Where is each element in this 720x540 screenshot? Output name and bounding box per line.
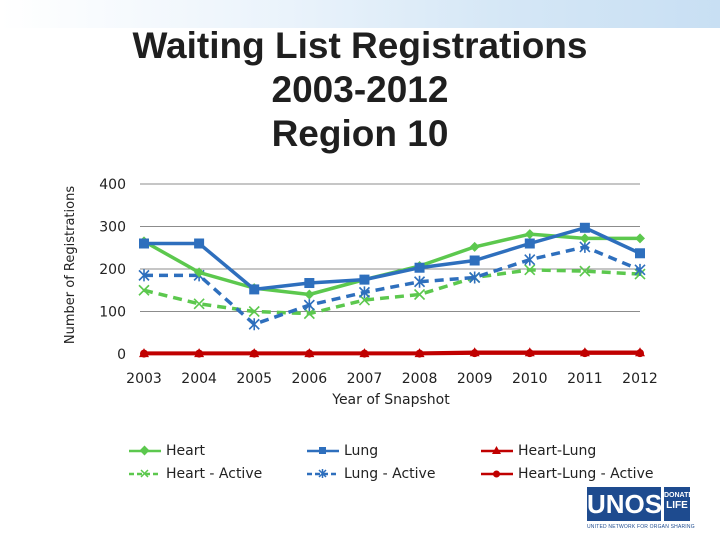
point-heart-2006 [304, 289, 315, 300]
point-heart-lung-active-2003 [140, 349, 148, 358]
point-lung-active-2012 [634, 263, 646, 276]
x-tick-2009: 2009 [457, 371, 493, 387]
point-lung-2007 [359, 274, 370, 285]
series-lines [138, 222, 646, 358]
series-line-lung [144, 226, 641, 292]
point-heart-2011 [579, 233, 590, 244]
point-heart-2010 [524, 229, 535, 240]
logo-tagline: UNITED NETWORK FOR ORGAN SHARING [587, 524, 695, 530]
y-tick-200: 200 [99, 262, 126, 278]
legend-swatch-heart-active [129, 469, 161, 478]
series-heart-lung-active [140, 349, 644, 358]
x-tick-2008: 2008 [402, 371, 438, 387]
point-heart-lung-active-2005 [250, 349, 259, 358]
point-lung-2008 [414, 262, 425, 273]
legend-item-heart-lung: Heart-Lung [480, 440, 596, 462]
point-heart-lung-active-2006 [305, 349, 314, 358]
legend-item-heart-active: Heart - Active [128, 463, 262, 485]
point-lung-2012 [635, 248, 645, 259]
header-gradient-band [0, 0, 720, 28]
point-lung-2004 [194, 238, 205, 249]
x-tick-labels: 2003 2004 2005 2006 2007 2008 2009 2010 2011 2012 [126, 371, 658, 387]
legend-item-heart-lung-active: Heart-Lung - Active [480, 463, 653, 485]
legend-label-lung-active: Lung - Active [344, 466, 436, 482]
point-lung-active-2008 [413, 275, 426, 288]
legend-swatch-heart [129, 445, 161, 456]
legend-label-heart-lung-active: Heart-Lung - Active [518, 466, 654, 482]
point-heart-lung-active-2009 [470, 349, 479, 358]
legend-item-heart: Heart [128, 440, 205, 462]
point-heart-2004 [194, 267, 205, 278]
legend-label-heart-active: Heart - Active [166, 466, 263, 482]
x-tick-2005: 2005 [236, 371, 272, 387]
point-heart-lung-active-2011 [580, 349, 589, 358]
point-lung-active-2009 [469, 271, 481, 284]
x-axis-label: Year of Snapshot [331, 392, 450, 408]
point-lung-active-2007 [358, 286, 371, 299]
point-heart-lung-active-2008 [415, 349, 424, 358]
title-line-1: Waiting List Registrations [132, 25, 588, 66]
series-lung-active [138, 240, 646, 331]
legend-swatch-lung-active [307, 469, 339, 478]
point-heart-active-2011 [579, 265, 591, 277]
legend-label-lung: Lung [344, 443, 379, 459]
point-heart-active-2008 [413, 288, 426, 301]
point-heart-active-2010 [524, 264, 536, 276]
point-heart-active-2006 [303, 308, 315, 320]
x-tick-2006: 2006 [292, 371, 328, 387]
chart-title: Waiting List Registrations 2003-2012 Reg… [60, 24, 660, 156]
point-heart-lung-active-2007 [360, 349, 369, 358]
point-lung-active-2006 [303, 299, 315, 312]
series-lung [139, 222, 645, 295]
y-tick-0: 0 [117, 347, 126, 363]
y-tick-100: 100 [99, 305, 126, 321]
series-heart-active [138, 264, 646, 320]
point-heart-2012 [635, 233, 645, 244]
point-heart-active-2003 [138, 284, 150, 296]
legend-swatch-lung [307, 447, 339, 454]
title-line-3: Region 10 [271, 113, 449, 154]
point-heart-lung-active-2004 [195, 349, 204, 358]
point-lung-2009 [469, 255, 480, 266]
x-tick-2010: 2010 [512, 371, 548, 387]
point-lung-active-2005 [248, 318, 260, 331]
x-tick-2011: 2011 [567, 371, 603, 387]
legend-label-heart: Heart [166, 443, 205, 459]
y-tick-300: 300 [99, 220, 126, 236]
point-lung-2010 [524, 238, 535, 249]
point-heart-lung-active-2012 [636, 349, 644, 358]
y-tick-400: 400 [99, 177, 126, 193]
legend-item-lung-active: Lung - Active [306, 463, 435, 485]
legend-label-heart-lung: Heart-Lung [518, 443, 597, 459]
point-lung-active-2010 [524, 253, 536, 266]
legend-item-lung: Lung [306, 440, 378, 462]
y-axis-label: Number of Registrations [63, 186, 78, 344]
unos-logo: UNOS DONATE LIFE UNITED NETWORK FOR ORGA… [587, 487, 707, 532]
logo-side-bottom: LIFE [666, 500, 688, 511]
logo-side-badge: DONATE LIFE [664, 487, 694, 521]
chart-legend: Heart Heart - Active Lung Lung - Active … [128, 440, 688, 490]
title-line-2: 2003-2012 [271, 69, 449, 110]
legend-swatch-heart-lung-active [481, 470, 513, 478]
series-line-lung-active [144, 245, 641, 326]
point-heart-active-2004 [193, 298, 205, 310]
x-tick-2007: 2007 [347, 371, 383, 387]
x-tick-2012: 2012 [622, 371, 658, 387]
y-tick-labels: 0 100 200 300 400 [99, 177, 126, 363]
logo-side-top: DONATE [664, 492, 694, 499]
point-lung-2006 [304, 278, 315, 289]
point-heart-2009 [469, 241, 480, 252]
x-tick-2004: 2004 [181, 371, 217, 387]
point-lung-2011 [579, 222, 590, 233]
logo-main-text: UNOS [587, 487, 663, 521]
point-heart-active-2005 [248, 305, 260, 318]
point-lung-2005 [249, 284, 260, 295]
point-lung-active-2003 [138, 269, 150, 282]
point-lung-2003 [139, 238, 149, 249]
legend-swatch-heart-lung [481, 446, 513, 454]
x-tick-2003: 2003 [126, 371, 162, 387]
point-heart-lung-active-2010 [525, 349, 534, 358]
series-line-heart-active [143, 268, 641, 316]
